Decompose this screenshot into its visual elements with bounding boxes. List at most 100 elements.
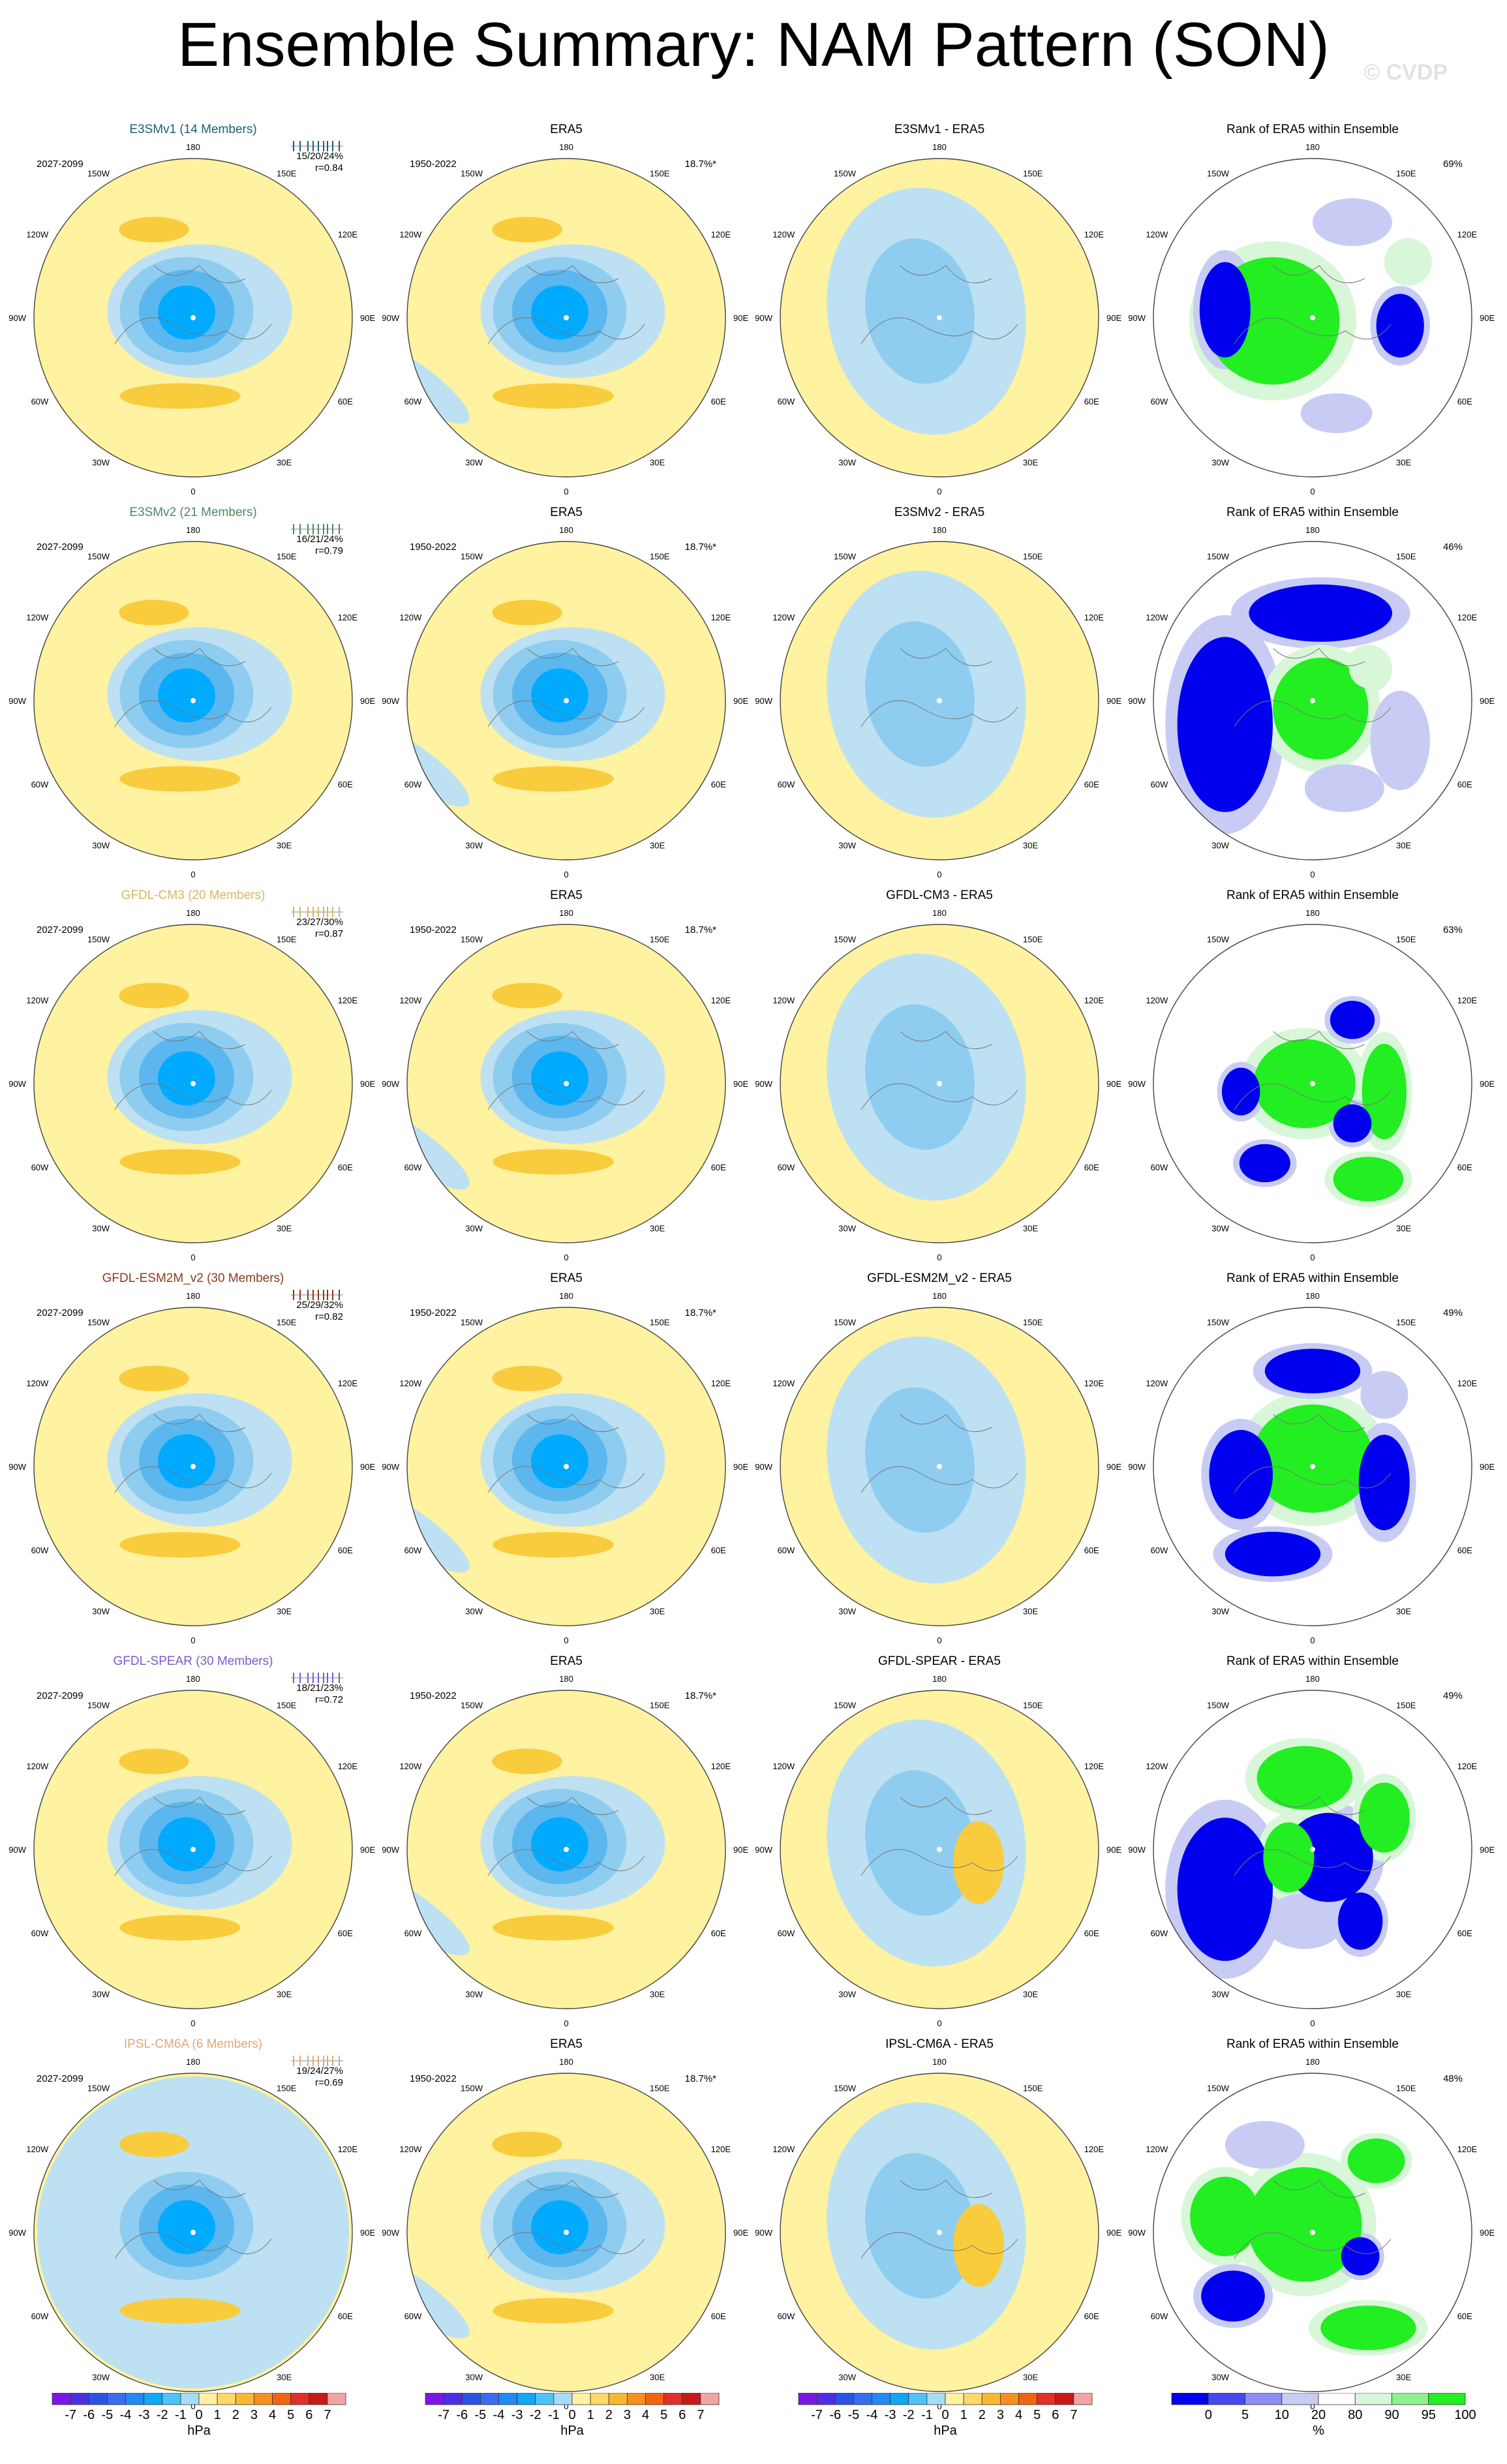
map-border (33, 158, 353, 478)
lon-label: 90W (755, 696, 772, 706)
lon-label: 0 (190, 870, 195, 879)
lon-label: 180 (559, 908, 573, 918)
lon-label: 60W (778, 1545, 795, 1555)
years-label: 2027-2099 (37, 1690, 84, 1701)
lon-label: 30W (465, 1224, 483, 1234)
lon-label: 60W (404, 1163, 422, 1172)
lon-label: 120W (1146, 996, 1168, 1005)
colorbar-tick: 4 (642, 2408, 649, 2422)
coastline (153, 648, 246, 667)
ensemble-stats: 15/20/24% (296, 151, 343, 162)
lon-label: 30W (465, 1990, 483, 2000)
rank-region (1177, 637, 1273, 812)
colorbar-tick: -7 (65, 2408, 76, 2422)
lon-label: 180 (186, 1291, 200, 1301)
pattern-blob (865, 238, 975, 384)
lon-label: 90E (360, 313, 375, 323)
lon-label: 60W (1151, 1545, 1168, 1555)
lon-label: 30W (838, 1607, 856, 1617)
panel-rank-3: Rank of ERA5 within Ensemble 63% 180 150E 12… (1119, 883, 1506, 1262)
lon-label: 0 (190, 2401, 195, 2411)
rank-region (1320, 203, 1384, 241)
lon-label: 60W (31, 1928, 49, 1938)
positive-anomaly (493, 1532, 614, 1558)
diff-title: GFDL-CM3 - ERA5 (886, 889, 993, 902)
lon-label: 90E (733, 1462, 748, 1472)
coastline (1273, 1031, 1365, 1050)
coastline (1273, 1797, 1365, 1816)
colorbar-tick: 3 (624, 2408, 631, 2422)
lon-label: 30E (650, 841, 665, 851)
colorbar-swatch (1392, 2392, 1429, 2405)
map-border (1153, 541, 1472, 860)
panel-diff-6: IPSL-CM6A - ERA5 180 150E 120E 90E 60E 30E 0 30W… (746, 2032, 1133, 2411)
spread-bar (291, 907, 343, 917)
pattern-blob (531, 285, 588, 340)
pattern-blob (865, 1770, 975, 1916)
years-label: 1950-2022 (410, 1690, 457, 1701)
lon-label: 30W (1211, 458, 1229, 468)
colorbar-tick: -4 (866, 2408, 878, 2422)
lon-label: 90E (360, 1079, 375, 1089)
lon-label: 150W (87, 551, 110, 561)
colorbar-swatch (999, 2392, 1019, 2405)
pole-marker (937, 315, 942, 320)
coastline (114, 2232, 272, 2259)
lon-label: 150W (87, 2083, 110, 2093)
lon-label: 30E (1023, 458, 1038, 468)
coastline (1234, 700, 1392, 727)
lon-label: 30E (650, 458, 665, 468)
pole-marker (190, 698, 196, 703)
rank-region (1201, 2270, 1265, 2322)
lon-label: 90W (382, 1079, 399, 1089)
coastline (1234, 317, 1392, 344)
colorbar-rank: 0 5 10 20 80 90 95 100% (1159, 2392, 1478, 2448)
coastline (1234, 1466, 1392, 1493)
lon-label: 150E (277, 551, 297, 561)
map-border (406, 1307, 726, 1626)
map-border (33, 541, 353, 860)
colorbar-swatch (198, 2392, 218, 2405)
lon-label: 30W (838, 1990, 856, 2000)
pole-marker (937, 698, 942, 703)
lon-label: 90E (733, 313, 748, 323)
lon-label: 150E (1396, 551, 1416, 561)
lon-label: 0 (190, 1253, 195, 1262)
rank-percent: 69% (1443, 159, 1463, 170)
map-border (780, 541, 1099, 860)
colorbar-unit: hPa (934, 2424, 957, 2438)
panel-model-4: GFDL-ESM2M_v2 (30 Members) 2027-2099 25/29… (0, 1266, 386, 1645)
colorbar-tick: 3 (997, 2408, 1004, 2422)
lon-label: 120E (711, 230, 731, 239)
variance-explained: 18.7%* (685, 159, 717, 170)
lon-label: 30E (1023, 841, 1038, 851)
rank-region (1264, 1348, 1361, 1393)
lon-label: 60E (1084, 780, 1099, 789)
rank-title: Rank of ERA5 within Ensemble (1226, 889, 1399, 902)
panel-diff-1: E3SMv1 - ERA5 180 150E 120E 90E 60E 30E 0 30W 60W… (746, 117, 1133, 496)
lon-label: 90E (360, 2228, 375, 2238)
lon-label: 0 (1310, 487, 1315, 496)
colorbar-swatch (144, 2392, 163, 2405)
map-border (780, 1307, 1099, 1626)
rank-region (1273, 658, 1369, 760)
lon-label: 60E (711, 780, 726, 789)
pole-marker (937, 2230, 942, 2235)
pattern-correlation: r=0.82 (315, 1311, 343, 1322)
lon-label: 30E (1023, 1607, 1038, 1617)
rank-region (1338, 1892, 1383, 1950)
lon-label: 180 (559, 142, 573, 152)
lon-label: 150W (461, 934, 483, 944)
colorbar-swatch (798, 2392, 817, 2405)
lon-label: 60W (404, 2311, 422, 2321)
coastline (487, 1083, 645, 1110)
colorbar-tick: -6 (829, 2408, 841, 2422)
coastline (1273, 1414, 1365, 1433)
rank-title: Rank of ERA5 within Ensemble (1226, 1654, 1399, 1668)
lon-label: 60E (1084, 1163, 1099, 1172)
colorbar-tick: 2 (232, 2408, 239, 2422)
rank-region (1190, 2176, 1260, 2257)
spread-bar (291, 1673, 343, 1683)
colorbar-tick: 10 (1275, 2408, 1289, 2422)
coastline (900, 1797, 992, 1816)
